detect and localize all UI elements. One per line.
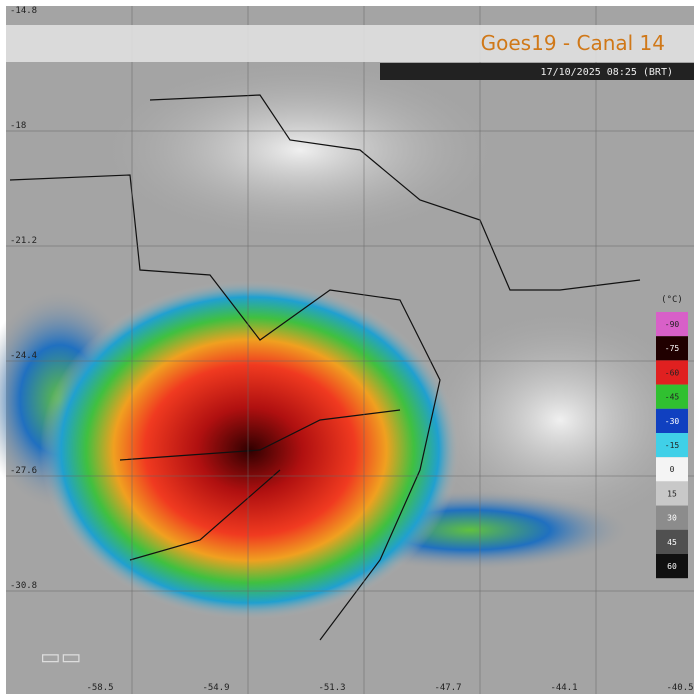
colorbar-swatch [656,433,688,458]
title: Goes19 - Canal 14 [481,31,665,55]
colorbar-label: -60 [665,368,680,377]
lon-label: -47.7 [434,683,461,693]
lon-label: -54.9 [202,683,229,693]
colorbar-swatch [656,481,688,506]
lat-label: -30.8 [10,581,37,591]
lat-label: -24.4 [10,351,37,361]
lat-label: -18 [10,121,26,131]
colorbar-label: 0 [670,465,675,474]
colorbar-label: -15 [665,441,680,450]
colorbar-label: 15 [667,489,677,498]
colorbar-unit: (°C) [661,295,683,305]
colorbar-swatch [656,336,688,361]
lon-label: -58.5 [86,683,113,693]
colorbar-label: 60 [667,562,677,571]
cloud [420,310,700,530]
lat-label: -21.2 [10,236,37,246]
colorbar-label: 45 [667,538,677,547]
colorbar-swatch [656,408,688,433]
colorbar-swatch [656,554,688,579]
title-bar [6,25,694,62]
colorbar-swatch [656,312,688,337]
cloud [100,60,500,240]
time-bar [380,63,694,80]
borders [9,94,641,641]
colorbar-label: -30 [665,417,680,426]
colorbar-label: -90 [665,320,680,329]
colorbar-swatch [656,505,688,530]
logo: ▭▭ [40,645,82,670]
lon-label: -51.3 [318,683,345,693]
lat-label: -27.6 [10,466,37,476]
colorbar-label: -45 [665,393,680,402]
timestamp: 17/10/2025 08:25 (BRT) [541,67,673,78]
lon-label: -44.1 [550,683,577,693]
lat-label: -14.8 [10,6,37,16]
colorbar-swatch [656,360,688,385]
colorbar-swatch [656,384,688,409]
colorbar-swatch [656,529,688,554]
colorbar-swatch [656,457,688,482]
storm-system [40,280,460,620]
lon-label: -40.5 [666,683,693,693]
colorbar-label: -75 [665,344,680,353]
colorbar-label: 30 [667,514,677,523]
